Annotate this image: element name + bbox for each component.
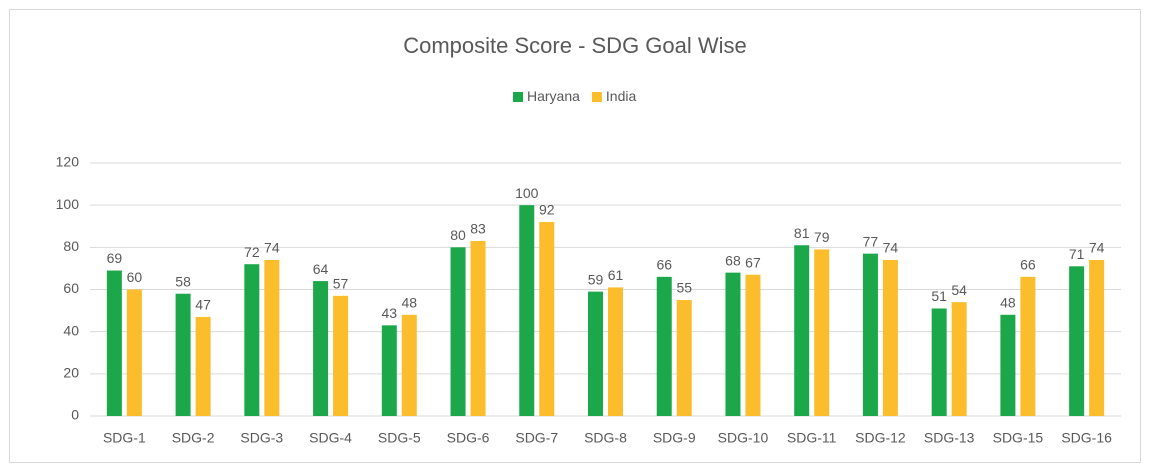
bar xyxy=(195,316,211,416)
bar xyxy=(450,247,466,416)
bar xyxy=(882,259,898,416)
data-label: 43 xyxy=(382,305,398,321)
y-tick-label: 20 xyxy=(63,365,79,381)
x-tick-label: SDG-16 xyxy=(1061,430,1112,446)
legend-swatch xyxy=(513,92,523,102)
data-label: 77 xyxy=(863,233,879,249)
bar xyxy=(264,259,280,416)
bar xyxy=(588,291,603,416)
y-tick-label: 40 xyxy=(63,322,79,338)
bar xyxy=(126,289,142,416)
data-label: 54 xyxy=(951,282,967,298)
data-label: 48 xyxy=(1000,295,1016,311)
data-label: 67 xyxy=(745,254,761,270)
bar xyxy=(951,302,967,416)
data-label: 69 xyxy=(107,250,123,266)
bar xyxy=(608,287,623,416)
bar xyxy=(175,293,191,416)
bar xyxy=(794,245,810,416)
data-label: 74 xyxy=(264,240,280,256)
y-tick-label: 0 xyxy=(71,407,79,423)
bar xyxy=(814,249,830,416)
data-label: 57 xyxy=(333,276,349,292)
y-tick-label: 120 xyxy=(56,154,80,170)
data-label: 72 xyxy=(244,244,260,260)
bar xyxy=(539,222,555,416)
x-tick-label: SDG-7 xyxy=(515,430,558,446)
data-label: 59 xyxy=(588,271,604,287)
bar xyxy=(745,274,761,416)
data-label: 80 xyxy=(450,227,466,243)
x-tick-label: SDG-3 xyxy=(240,430,283,446)
data-label: 74 xyxy=(1089,240,1105,256)
x-tick-label: SDG-5 xyxy=(378,430,421,446)
bar xyxy=(470,241,486,416)
data-label: 48 xyxy=(402,295,418,311)
bar xyxy=(931,308,947,416)
legend-label: India xyxy=(606,88,637,104)
legend-label: Haryana xyxy=(527,88,580,104)
legend-swatch xyxy=(591,92,602,102)
data-label: 47 xyxy=(195,297,211,313)
x-tick-label: SDG-6 xyxy=(447,430,490,446)
x-tick-label: SDG-10 xyxy=(718,430,769,446)
data-label: 58 xyxy=(175,273,191,289)
x-tick-label: SDG-11 xyxy=(787,430,837,446)
x-tick-label: SDG-4 xyxy=(309,430,352,446)
bar xyxy=(1000,314,1016,416)
y-tick-label: 60 xyxy=(63,280,79,296)
data-label: 64 xyxy=(313,261,329,277)
bar xyxy=(1020,276,1036,416)
data-label: 83 xyxy=(470,221,486,237)
bar xyxy=(313,281,329,416)
bar xyxy=(333,295,349,416)
data-label: 51 xyxy=(931,288,947,304)
x-tick-label: SDG-15 xyxy=(993,430,1044,446)
x-tick-label: SDG-1 xyxy=(103,430,146,446)
x-tick-label: SDG-9 xyxy=(653,430,696,446)
bar xyxy=(401,314,417,416)
bar xyxy=(656,276,672,416)
bar xyxy=(862,253,878,416)
data-label: 55 xyxy=(676,280,692,296)
x-tick-label: SDG-12 xyxy=(855,430,906,446)
data-label: 74 xyxy=(883,240,899,256)
y-tick-label: 100 xyxy=(56,196,80,212)
data-label: 66 xyxy=(1020,257,1036,273)
data-label: 79 xyxy=(814,229,830,245)
data-label: 81 xyxy=(794,225,810,241)
bar xyxy=(725,272,741,416)
data-label: 66 xyxy=(656,257,672,273)
x-tick-label: SDG-8 xyxy=(584,430,627,446)
bar xyxy=(381,325,397,416)
bar xyxy=(106,270,122,416)
x-tick-label: SDG-13 xyxy=(924,430,975,446)
bar xyxy=(244,264,260,416)
data-label: 60 xyxy=(127,269,143,285)
bar xyxy=(676,300,692,416)
data-label: 68 xyxy=(725,252,741,268)
x-tick-label: SDG-2 xyxy=(172,430,215,446)
data-label: 61 xyxy=(608,267,624,283)
chart-title: Composite Score - SDG Goal Wise xyxy=(403,33,747,58)
data-label: 71 xyxy=(1069,246,1085,262)
bar xyxy=(1069,266,1085,416)
data-label: 92 xyxy=(539,202,555,218)
y-tick-label: 80 xyxy=(63,238,79,254)
data-label: 100 xyxy=(515,185,539,201)
bar xyxy=(1089,259,1105,416)
bar xyxy=(519,205,535,416)
